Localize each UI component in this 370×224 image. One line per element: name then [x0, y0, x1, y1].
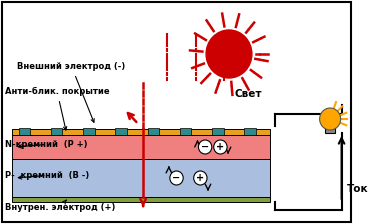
Text: Р-  кремний  (В -): Р- кремний (В -): [5, 171, 89, 180]
Bar: [13, 197, 270, 202]
Bar: [180, 128, 191, 135]
Text: +: +: [196, 173, 205, 183]
Circle shape: [206, 30, 252, 78]
Bar: [212, 128, 223, 135]
Circle shape: [198, 140, 212, 154]
Bar: [51, 128, 63, 135]
Text: Внутрен. электрод (+): Внутрен. электрод (+): [5, 200, 115, 212]
Bar: [13, 135, 270, 159]
Bar: [115, 128, 127, 135]
Text: −: −: [201, 142, 209, 152]
Text: N-кремний  (Р +): N-кремний (Р +): [5, 140, 87, 149]
Text: −: −: [172, 173, 181, 183]
Bar: [19, 128, 30, 135]
Bar: [13, 129, 270, 135]
Text: Внешний электрод (-): Внешний электрод (-): [17, 62, 126, 122]
Circle shape: [214, 140, 227, 154]
Text: Свет: Свет: [234, 89, 262, 99]
Circle shape: [170, 171, 183, 185]
Text: Ток: Ток: [347, 184, 369, 194]
Text: +: +: [216, 142, 225, 152]
Text: Анти-блик. покрытие: Анти-блик. покрытие: [5, 87, 110, 130]
Bar: [13, 159, 270, 197]
Bar: [83, 128, 95, 135]
Circle shape: [194, 171, 207, 185]
Bar: [244, 128, 256, 135]
Bar: [325, 125, 335, 133]
Circle shape: [320, 108, 341, 130]
Bar: [148, 128, 159, 135]
